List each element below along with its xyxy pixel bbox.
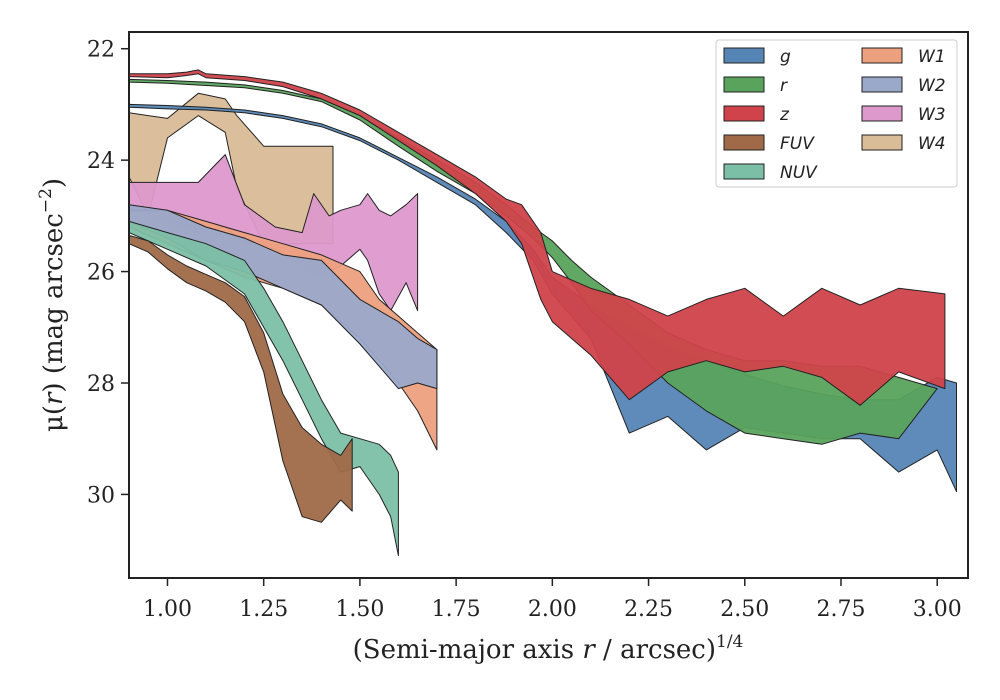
x-axis-title-sup: 1/4 [716,632,743,652]
y-axis-title-main: μ( [39,405,69,432]
x-tick-label: 2.75 [817,597,866,622]
legend-swatch-r [723,76,765,93]
legend-label-r: r [780,76,788,96]
legend-swatch-w3 [861,105,903,122]
x-tick-label: 1.50 [335,597,384,622]
x-tick-label: 2.25 [624,597,673,622]
y-axis-title-close: ) [39,178,69,188]
band-nuv [129,220,399,557]
y-axis: 22 24 26 28 30 [87,38,129,508]
x-tick-label: 3.00 [913,597,962,622]
band-z [129,69,946,406]
legend-label-nuv: NUV [780,163,818,183]
legend-swatch-nuv [723,163,765,180]
x-axis-title-rest: / arcsec) [595,635,716,665]
x-tick-label: 2.00 [528,597,577,622]
legend-label-w2: W2 [918,76,946,96]
legend-swatch-w4 [861,134,903,151]
legend-label-w1: W1 [918,47,946,67]
legend-swatch-w1 [861,47,903,64]
y-axis-title-sup: −2 [36,188,56,213]
y-axis-title-rest: ) (mag arcsec [39,213,69,392]
plot-frame [128,31,969,579]
x-tick-label: 2.50 [720,597,769,622]
y-axis-title-var: r [39,391,69,405]
x-axis: 1.00 1.25 1.50 1.75 2.00 2.25 2.50 2.75 3.00 [143,578,962,622]
x-axis-title-main: (Semi-major axis [353,635,583,665]
legend-label-g: g [780,47,791,67]
x-axis-title: (Semi-major axis r / arcsec)1/4 [353,632,744,665]
x-tick-label: 1.75 [432,597,481,622]
x-axis-title-var: r [582,635,596,665]
data-bands [129,69,957,557]
legend-swatch-fuv [723,134,765,151]
legend-swatch-g [723,47,765,64]
y-tick-label: 24 [87,149,115,174]
legend-swatch-w2 [861,76,903,93]
y-tick-label: 22 [87,38,115,63]
x-tick-label: 1.00 [143,597,192,622]
band-fuv [129,234,353,523]
y-tick-label: 26 [87,261,115,286]
y-tick-label: 28 [87,372,115,397]
legend-label-fuv: FUV [780,134,815,154]
legend: grz FUV NUV W1 W2 W3 W4 [715,39,958,188]
legend-swatch-z [723,105,765,122]
y-axis-title: μ(r) (mag arcsec−2) [36,178,69,432]
x-tick-label: 1.25 [239,597,288,622]
legend-label-w3: W3 [918,105,946,125]
legend-label-w4: W4 [918,134,946,154]
legend-label-z: z [779,105,790,125]
y-tick-label: 30 [87,483,115,508]
